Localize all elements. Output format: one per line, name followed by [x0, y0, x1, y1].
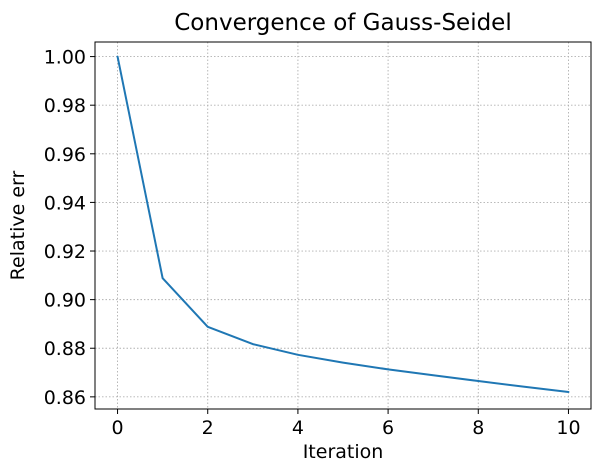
y-tick-label: 0.88	[44, 338, 86, 360]
y-tick-label: 0.90	[44, 290, 86, 312]
y-tick-label: 0.86	[44, 387, 86, 409]
x-tick-label: 6	[382, 417, 394, 439]
x-axis-label: Iteration	[303, 441, 384, 463]
x-tick-label: 2	[202, 417, 214, 439]
y-tick-label: 0.94	[44, 192, 86, 214]
ticks: 0 2 4 6 8 10 0.86 0.88 0.90 0.92 0.94 0.96 0.98 1.00	[44, 47, 581, 439]
series-layer	[116, 55, 570, 393]
x-tick-label: 10	[556, 417, 580, 439]
grid	[95, 42, 591, 409]
y-tick-label: 1.00	[44, 47, 86, 69]
x-tick-label: 4	[292, 417, 304, 439]
y-tick-label: 0.98	[44, 95, 86, 117]
x-tick-label: 0	[111, 417, 123, 439]
x-tick-label: 8	[472, 417, 484, 439]
y-tick-label: 0.96	[44, 144, 86, 166]
axes-frame	[94, 41, 592, 410]
y-tick-label: 0.92	[44, 241, 86, 263]
chart-title: Convergence of Gauss-Seidel	[174, 10, 511, 36]
y-axis-label: Relative err	[7, 170, 29, 280]
